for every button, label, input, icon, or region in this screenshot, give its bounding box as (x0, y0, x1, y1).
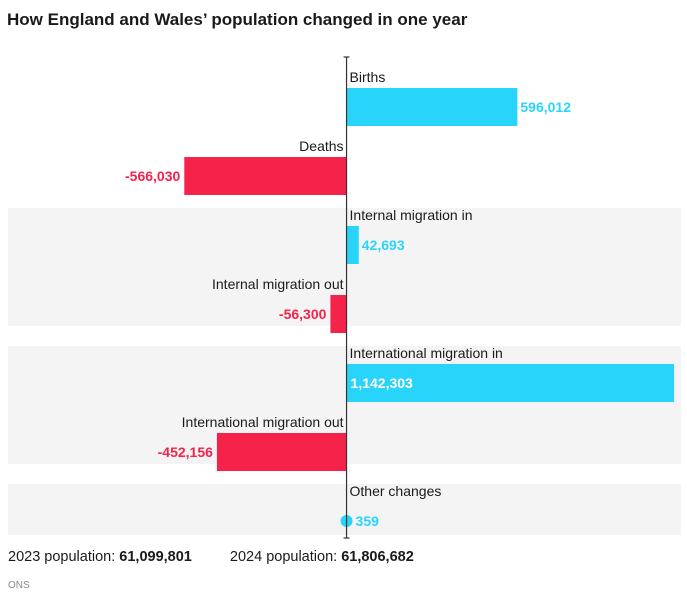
value-label-other-changes: 359 (356, 513, 380, 529)
category-label-other-changes: Other changes (350, 483, 442, 499)
bar-international-migration-out (216, 433, 347, 471)
value-label-international-migration-in: 1,142,303 (351, 375, 413, 391)
value-label-deaths: -566,030 (125, 168, 180, 184)
category-label-international-migration-in: International migration in (350, 345, 503, 361)
population-footer: 2023 population: 61,099,801 2024 populat… (8, 549, 414, 565)
category-label-internal-migration-out: Internal migration out (212, 276, 344, 292)
chart-title: How England and Wales’ population change… (7, 10, 468, 29)
category-label-internal-migration-in: Internal migration in (350, 207, 473, 223)
bar-internal-migration-out (330, 295, 347, 333)
value-label-internal-migration-out: -56,300 (279, 306, 327, 322)
value-label-births: 596,012 (520, 99, 571, 115)
value-label-international-migration-out: -452,156 (158, 444, 213, 460)
population-2023-value: 61,099,801 (119, 549, 192, 565)
category-label-international-migration-out: International migration out (182, 414, 344, 430)
population-2024-label: 2024 population: (229, 549, 338, 565)
bar-births (346, 88, 518, 126)
population-2024-value: 61,806,682 (341, 549, 414, 565)
source-label: ONS (8, 580, 30, 591)
population-2023-label: 2023 population: (8, 549, 116, 565)
bar-deaths (184, 157, 347, 195)
category-label-births: Births (350, 69, 386, 85)
population-change-chart: Births 596,012 Deaths -566,030 Internal migr… (8, 56, 681, 539)
bar-internal-migration-in (346, 226, 359, 264)
category-label-deaths: Deaths (299, 138, 343, 154)
bar-international-migration-in (346, 364, 674, 402)
background-band (8, 484, 681, 535)
value-label-internal-migration-in: 42,693 (362, 237, 405, 253)
